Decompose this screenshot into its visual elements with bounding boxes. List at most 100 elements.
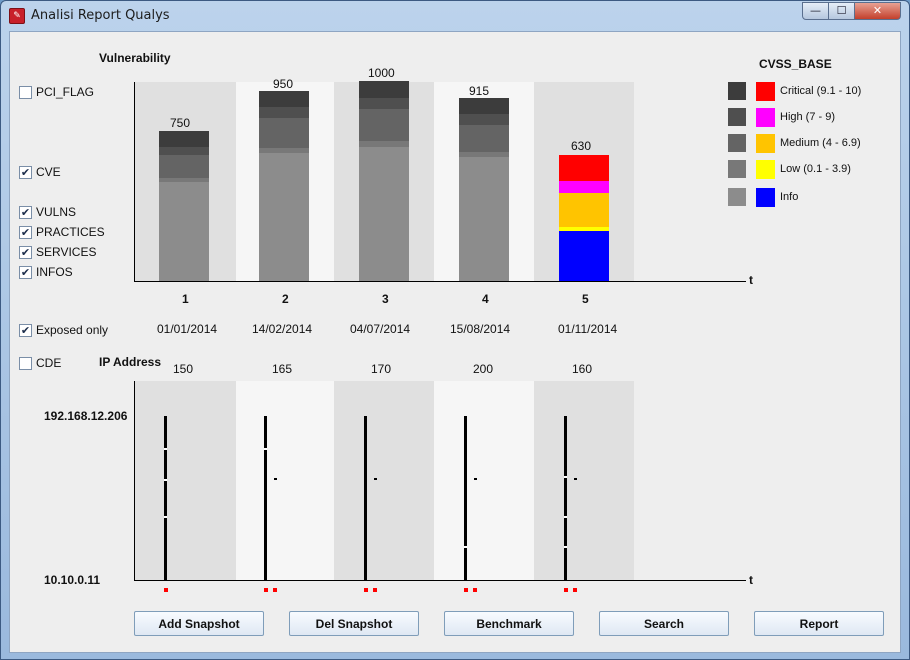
snapshot-date: 14/02/2014 (252, 322, 313, 336)
vuln-column-index: 4 (482, 292, 489, 306)
checkbox-label: Exposed only (36, 323, 109, 337)
checkbox-label: VULNS (36, 205, 77, 219)
legend-color-swatch (756, 108, 775, 127)
checkbox-box[interactable]: ✔ (19, 205, 32, 219)
checkbox-label: INFOS (36, 265, 73, 279)
ip-count-label: 170 (371, 362, 392, 376)
bar-segment-info (559, 231, 609, 281)
report-button[interactable]: Report (754, 611, 884, 636)
ip-marker (264, 588, 268, 592)
ip-marker (573, 588, 577, 592)
bar-segment-low (459, 152, 509, 157)
vuln-column-index: 3 (382, 292, 389, 306)
bar-segment-critical (559, 155, 609, 181)
infos-checkbox[interactable]: ✔ INFOS (19, 265, 73, 279)
maximize-button[interactable]: ☐ (829, 2, 855, 20)
benchmark-button[interactable]: Benchmark (444, 611, 574, 636)
ip-marker (273, 588, 277, 592)
legend-label: Medium (4 - 6.9) (780, 137, 861, 149)
ip-range-gap (164, 516, 167, 518)
checkbox-box[interactable]: ✔ (19, 323, 32, 337)
snapshot-date: 01/01/2014 (157, 322, 218, 336)
ip-range-line (464, 416, 467, 580)
ip-count-label: 150 (173, 362, 194, 376)
add-snapshot-button[interactable]: Add Snapshot (134, 611, 264, 636)
app-logo-icon: ✎ (9, 8, 25, 24)
vuln-total-label: 750 (170, 116, 191, 130)
ip-axis-t-label: t (749, 573, 753, 587)
legend-color-swatch (756, 82, 775, 101)
main-panel: Vulnerability t 750 950 1000 915 630 1 2… (9, 31, 901, 653)
bar-segment-high (259, 107, 309, 118)
close-button[interactable]: ✕ (855, 2, 901, 20)
checkbox-label: CDE (36, 356, 62, 370)
bar-segment-critical (359, 81, 409, 98)
checkbox-label: CVE (36, 165, 61, 179)
bar-segment-high (459, 114, 509, 125)
ip-point (374, 478, 377, 480)
checkbox-box[interactable]: ✔ (19, 265, 32, 279)
bar-segment-high (359, 98, 409, 109)
bar-segment-medium (159, 155, 209, 178)
ip-col-bg-5 (534, 381, 634, 581)
vuln-column-index: 2 (282, 292, 289, 306)
cve-checkbox[interactable]: ✔ CVE (19, 165, 61, 179)
ip-x-axis (134, 580, 746, 581)
ip-marker (564, 588, 568, 592)
checkbox-box[interactable]: ✔ (19, 245, 32, 259)
practices-checkbox[interactable]: ✔ PRACTICES (19, 225, 105, 239)
ip-count-label: 165 (272, 362, 293, 376)
vuln-chart-title: Vulnerability (99, 51, 171, 65)
snapshot-date: 04/07/2014 (350, 322, 411, 336)
exposed-only-checkbox[interactable]: ✔ Exposed only (19, 323, 108, 337)
ip-range-line (364, 416, 367, 580)
legend-gray-swatch (728, 108, 746, 126)
legend-gray-swatch (728, 160, 746, 178)
bar-segment-high (159, 147, 209, 155)
ip-range-gap (464, 546, 467, 548)
ip-marker (364, 588, 368, 592)
checkbox-box[interactable]: ✔ (19, 225, 32, 239)
title-bar[interactable]: ✎ Analisi Report Qualys — ☐ ✕ (1, 1, 909, 31)
ip-marker (464, 588, 468, 592)
bar-segment-critical (459, 98, 509, 114)
ip-count-label: 200 (473, 362, 494, 376)
bar-segment-low (559, 227, 609, 231)
legend-title: CVSS_BASE (759, 57, 832, 71)
ip-marker (164, 588, 168, 592)
vuln-total-label: 950 (273, 77, 294, 91)
ip-point (574, 478, 577, 480)
cde-checkbox[interactable]: CDE (19, 356, 61, 370)
ip-range-gap (564, 546, 567, 548)
bar-segment-high (559, 181, 609, 193)
minimize-button[interactable]: — (802, 2, 829, 20)
legend-label: High (7 - 9) (780, 111, 836, 123)
bar-segment-info (459, 157, 509, 281)
legend-gray-swatch (728, 82, 746, 100)
ip-range-gap (564, 476, 567, 478)
ip-range-gap (564, 516, 567, 518)
del-snapshot-button[interactable]: Del Snapshot (289, 611, 419, 636)
checkbox-box[interactable] (19, 85, 32, 99)
ip-range-line (164, 416, 167, 580)
bar-segment-medium (359, 109, 409, 141)
checkbox-box[interactable]: ✔ (19, 165, 32, 179)
ip-y-top-label: 192.168.12.206 (44, 409, 128, 423)
vuln-y-axis (134, 82, 135, 282)
search-button[interactable]: Search (599, 611, 729, 636)
vuln-total-label: 630 (571, 139, 592, 153)
bar-segment-info (359, 147, 409, 281)
ip-range-gap (164, 479, 167, 481)
vuln-column-index: 1 (182, 292, 189, 306)
bar-segment-low (159, 178, 209, 182)
vulns-checkbox[interactable]: ✔ VULNS (19, 205, 76, 219)
ip-range-line (564, 416, 567, 580)
ip-marker (373, 588, 377, 592)
ip-marker (473, 588, 477, 592)
checkbox-box[interactable] (19, 356, 32, 370)
legend-gray-swatch (728, 134, 746, 152)
bar-segment-critical (159, 131, 209, 147)
legend-gray-swatch (728, 188, 746, 206)
services-checkbox[interactable]: ✔ SERVICES (19, 245, 96, 259)
pci-flag-checkbox[interactable]: PCI_FLAG (19, 85, 94, 99)
